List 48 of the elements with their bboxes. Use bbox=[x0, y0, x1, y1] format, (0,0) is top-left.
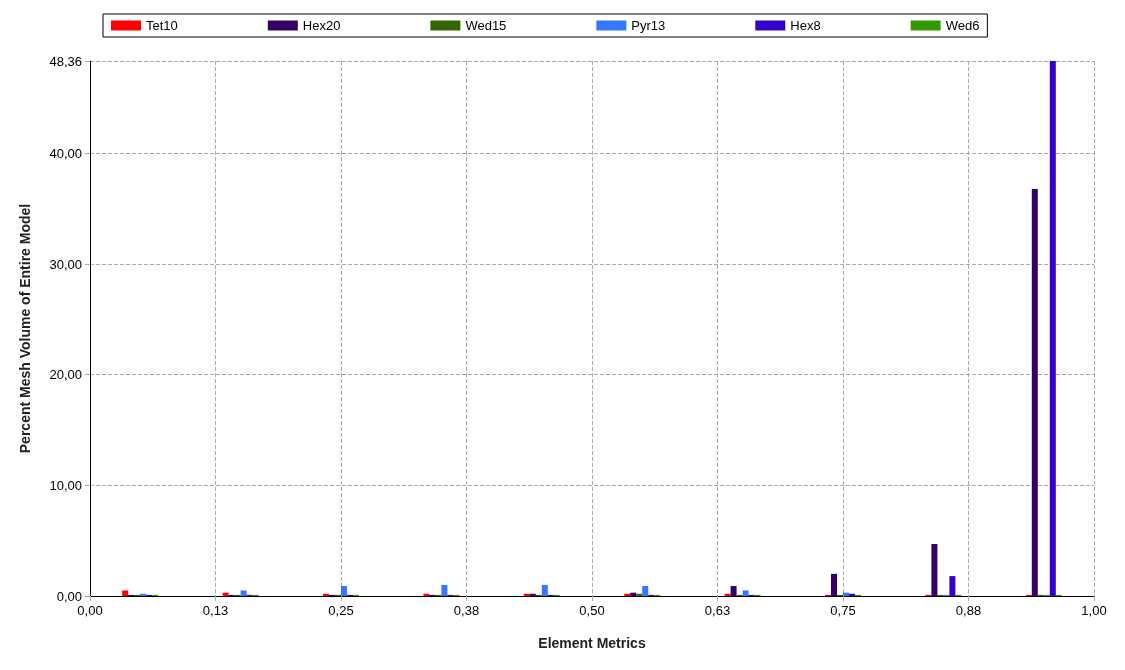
bar bbox=[949, 576, 956, 596]
bar bbox=[541, 584, 548, 596]
bar bbox=[742, 590, 749, 596]
bar bbox=[529, 593, 536, 596]
legend-label: Pyr13 bbox=[631, 18, 666, 33]
x-tick-label: 0,63 bbox=[704, 603, 731, 618]
y-tick-label: 30,00 bbox=[49, 256, 82, 272]
bar bbox=[240, 590, 247, 596]
y-tick-label: 40,00 bbox=[49, 145, 82, 161]
x-tick-label: 0,50 bbox=[579, 603, 605, 618]
bar bbox=[341, 586, 347, 596]
bar bbox=[323, 593, 329, 596]
x-tick-label: 0,75 bbox=[830, 603, 856, 618]
bar bbox=[523, 593, 530, 596]
legend-label: Tet10 bbox=[146, 18, 178, 33]
x-tick-label: 0,13 bbox=[202, 603, 229, 618]
bar bbox=[423, 593, 430, 596]
bar bbox=[730, 586, 737, 596]
y-tick-label: 10,00 bbox=[49, 477, 82, 493]
x-tick-label: 0,88 bbox=[955, 603, 982, 618]
bar bbox=[849, 593, 855, 596]
bar bbox=[140, 593, 147, 596]
x-tick-label: 0,00 bbox=[77, 603, 103, 618]
bar bbox=[831, 573, 837, 596]
legend-label: Hex8 bbox=[790, 18, 821, 33]
legend-label: Wed15 bbox=[465, 18, 507, 33]
bar bbox=[843, 592, 849, 596]
bar bbox=[630, 592, 637, 596]
x-tick-label: 0,38 bbox=[453, 603, 480, 618]
bar bbox=[441, 584, 448, 596]
y-tick-label: 20,00 bbox=[49, 367, 82, 383]
bar bbox=[724, 593, 731, 596]
bar bbox=[642, 586, 649, 596]
bar bbox=[122, 590, 129, 596]
legend-label: Wed6 bbox=[945, 18, 980, 33]
x-tick-label: 1,00 bbox=[1081, 603, 1107, 618]
bar bbox=[931, 544, 938, 596]
bar bbox=[624, 593, 631, 596]
bar bbox=[1031, 188, 1038, 596]
bar bbox=[1049, 61, 1056, 596]
legend-label: Hex20 bbox=[302, 18, 341, 33]
x-tick-label: 0,25 bbox=[328, 603, 354, 618]
y-axis-title: Percent Mesh Volume of Entire Model bbox=[17, 203, 33, 454]
bar bbox=[636, 593, 643, 596]
y-tick-label: 48,36 bbox=[49, 53, 82, 69]
bar bbox=[222, 592, 229, 596]
x-axis-title: Element Metrics bbox=[538, 635, 646, 651]
y-tick-label: 0,00 bbox=[56, 588, 82, 604]
